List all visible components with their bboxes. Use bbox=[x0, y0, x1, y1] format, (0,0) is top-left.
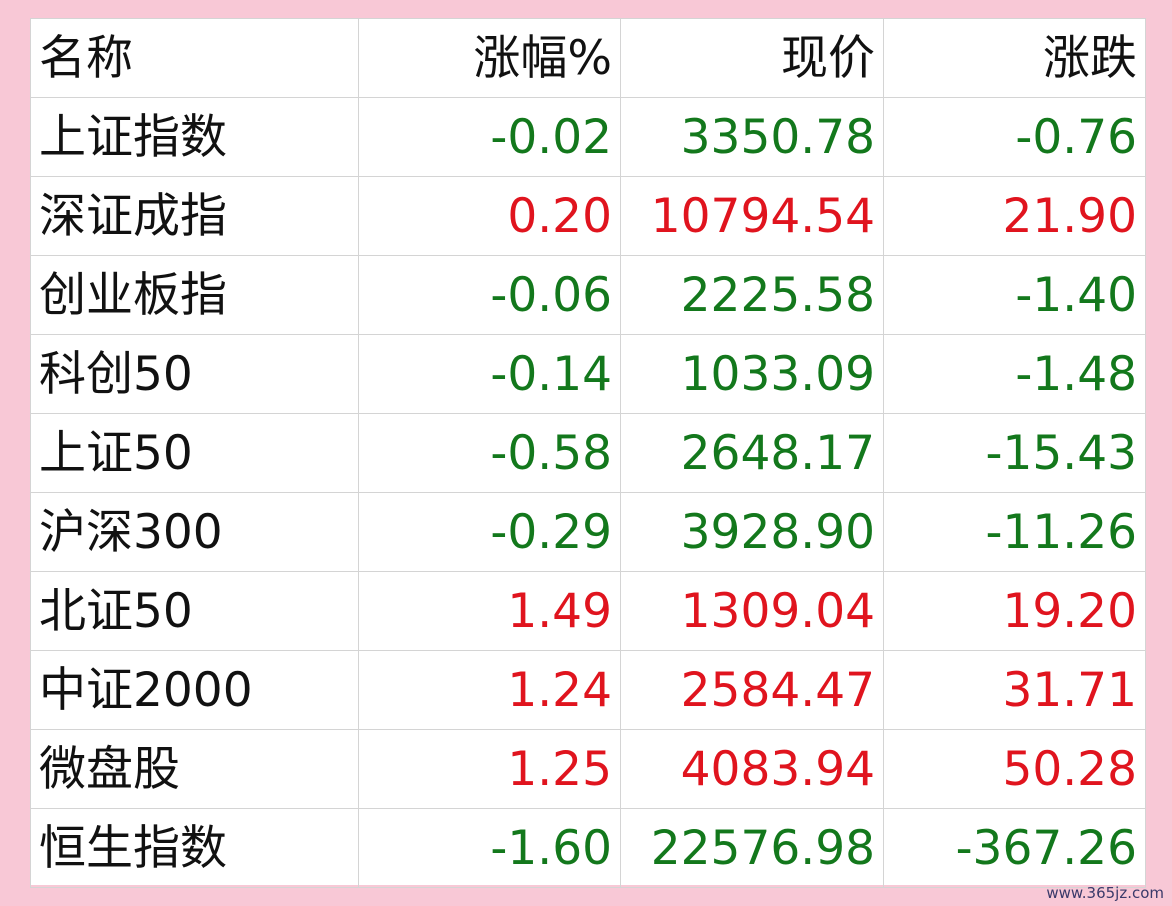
value-cell: 50.28 bbox=[883, 729, 1146, 809]
value-cell: -0.14 bbox=[358, 334, 621, 414]
value-cell: 3928.90 bbox=[620, 492, 884, 572]
value-cell: -0.02 bbox=[358, 97, 621, 177]
value-cell: -0.76 bbox=[883, 97, 1146, 177]
header-cell: 涨幅% bbox=[358, 18, 621, 98]
value-cell: 4083.94 bbox=[620, 729, 884, 809]
name-cell: 深证成指 bbox=[30, 176, 359, 256]
value-cell: 2648.17 bbox=[620, 413, 884, 493]
data-row: 沪深300 -0.29 3928.90 -11.26 bbox=[30, 492, 1146, 572]
name-cell: 上证指数 bbox=[30, 97, 359, 177]
name-cell: 中证2000 bbox=[30, 650, 359, 730]
header-row: 名称 涨幅% 现价 涨跌 bbox=[30, 18, 1146, 98]
value-cell: 2584.47 bbox=[620, 650, 884, 730]
name-cell: 创业板指 bbox=[30, 255, 359, 335]
value-cell: 3350.78 bbox=[620, 97, 884, 177]
value-cell: 22576.98 bbox=[620, 808, 884, 888]
value-cell: 21.90 bbox=[883, 176, 1146, 256]
value-cell: -1.40 bbox=[883, 255, 1146, 335]
data-row: 微盘股 1.25 4083.94 50.28 bbox=[30, 729, 1146, 809]
value-cell: -15.43 bbox=[883, 413, 1146, 493]
name-cell: 北证50 bbox=[30, 571, 359, 651]
table-body: 名称 涨幅% 现价 涨跌 上证指数 -0.02 3350.78 -0.76 深证成指 0.20 10… bbox=[30, 18, 1146, 888]
value-cell: 2225.58 bbox=[620, 255, 884, 335]
value-cell: -1.60 bbox=[358, 808, 621, 888]
value-cell: -11.26 bbox=[883, 492, 1146, 572]
value-cell: 10794.54 bbox=[620, 176, 884, 256]
value-cell: 1.24 bbox=[358, 650, 621, 730]
header-cell: 涨跌 bbox=[883, 18, 1146, 98]
value-cell: -0.58 bbox=[358, 413, 621, 493]
index-table: 名称 涨幅% 现价 涨跌 上证指数 -0.02 3350.78 -0.76 深证成指 0.20 10… bbox=[30, 18, 1146, 888]
value-cell: -0.06 bbox=[358, 255, 621, 335]
value-cell: 0.20 bbox=[358, 176, 621, 256]
value-cell: -1.48 bbox=[883, 334, 1146, 414]
header-cell: 现价 bbox=[620, 18, 884, 98]
name-cell: 上证50 bbox=[30, 413, 359, 493]
value-cell: 31.71 bbox=[883, 650, 1146, 730]
value-cell: 1309.04 bbox=[620, 571, 884, 651]
value-cell: -367.26 bbox=[883, 808, 1146, 888]
sheet: 名称 涨幅% 现价 涨跌 上证指数 -0.02 3350.78 -0.76 深证成指 0.20 10… bbox=[30, 18, 1146, 888]
data-row: 科创50 -0.14 1033.09 -1.48 bbox=[30, 334, 1146, 414]
value-cell: 1.49 bbox=[358, 571, 621, 651]
header-cell: 名称 bbox=[30, 18, 359, 98]
data-row: 上证50 -0.58 2648.17 -15.43 bbox=[30, 413, 1146, 493]
data-row: 创业板指 -0.06 2225.58 -1.40 bbox=[30, 255, 1146, 335]
data-row: 北证50 1.49 1309.04 19.20 bbox=[30, 571, 1146, 651]
value-cell: 1033.09 bbox=[620, 334, 884, 414]
data-row: 上证指数 -0.02 3350.78 -0.76 bbox=[30, 97, 1146, 177]
value-cell: 1.25 bbox=[358, 729, 621, 809]
value-cell: -0.29 bbox=[358, 492, 621, 572]
name-cell: 恒生指数 bbox=[30, 808, 359, 888]
watermark: www.365jz.com bbox=[1046, 884, 1164, 902]
name-cell: 沪深300 bbox=[30, 492, 359, 572]
name-cell: 微盘股 bbox=[30, 729, 359, 809]
name-cell: 科创50 bbox=[30, 334, 359, 414]
value-cell: 19.20 bbox=[883, 571, 1146, 651]
data-row: 恒生指数 -1.60 22576.98 -367.26 bbox=[30, 808, 1146, 888]
data-row: 深证成指 0.20 10794.54 21.90 bbox=[30, 176, 1146, 256]
data-row: 中证2000 1.24 2584.47 31.71 bbox=[30, 650, 1146, 730]
